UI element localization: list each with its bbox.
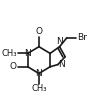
Text: O: O (10, 62, 17, 71)
Text: O: O (35, 27, 42, 36)
Text: CH₃: CH₃ (31, 84, 47, 93)
Text: N: N (24, 49, 31, 58)
Text: Br: Br (77, 33, 87, 42)
Text: CH₃: CH₃ (1, 49, 17, 58)
Text: N: N (36, 69, 42, 78)
Text: N: N (58, 60, 65, 69)
Text: N: N (56, 37, 63, 46)
